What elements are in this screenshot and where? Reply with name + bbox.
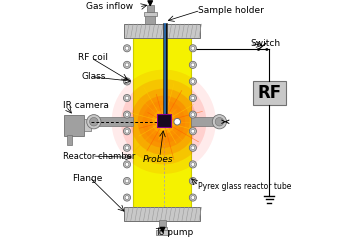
Circle shape xyxy=(125,96,129,100)
Circle shape xyxy=(191,63,195,67)
Circle shape xyxy=(87,115,101,129)
Circle shape xyxy=(155,114,172,130)
Circle shape xyxy=(159,117,168,126)
Circle shape xyxy=(189,144,196,151)
Circle shape xyxy=(123,161,131,168)
Circle shape xyxy=(123,61,131,68)
Circle shape xyxy=(90,118,98,126)
Circle shape xyxy=(125,179,129,183)
Bar xyxy=(191,117,219,126)
Circle shape xyxy=(191,146,195,150)
Text: Flange: Flange xyxy=(73,174,103,183)
Circle shape xyxy=(191,46,195,50)
Text: Probes: Probes xyxy=(143,155,173,164)
Circle shape xyxy=(189,45,196,52)
Circle shape xyxy=(189,177,196,185)
Circle shape xyxy=(138,96,190,148)
Bar xyxy=(156,230,169,234)
Bar xyxy=(133,34,191,211)
Circle shape xyxy=(191,179,195,183)
Circle shape xyxy=(189,128,196,135)
Circle shape xyxy=(191,196,195,200)
Bar xyxy=(163,23,167,114)
Circle shape xyxy=(266,48,268,51)
Bar xyxy=(158,227,167,231)
Circle shape xyxy=(123,144,131,151)
Circle shape xyxy=(125,46,129,50)
Circle shape xyxy=(147,105,180,138)
Circle shape xyxy=(123,128,131,135)
Circle shape xyxy=(125,196,129,200)
Circle shape xyxy=(125,146,129,150)
Circle shape xyxy=(125,80,129,83)
Circle shape xyxy=(189,94,196,102)
Text: IR camera: IR camera xyxy=(63,101,109,110)
Circle shape xyxy=(125,163,129,166)
Circle shape xyxy=(111,70,216,174)
Circle shape xyxy=(191,163,195,166)
Circle shape xyxy=(125,113,129,117)
Text: Sample holder: Sample holder xyxy=(198,6,264,15)
Circle shape xyxy=(215,118,224,126)
Circle shape xyxy=(125,63,129,67)
Circle shape xyxy=(189,78,196,85)
Bar xyxy=(146,15,155,24)
Circle shape xyxy=(123,177,131,185)
Text: Gas inflow: Gas inflow xyxy=(86,2,133,11)
Circle shape xyxy=(189,194,196,201)
Bar xyxy=(124,24,200,38)
Bar xyxy=(84,119,91,131)
Circle shape xyxy=(123,45,131,52)
Bar xyxy=(124,207,200,221)
Text: Glass: Glass xyxy=(82,72,106,81)
Circle shape xyxy=(189,161,196,168)
Circle shape xyxy=(189,111,196,118)
Circle shape xyxy=(191,129,195,133)
Circle shape xyxy=(131,89,197,155)
Bar xyxy=(94,117,133,126)
Circle shape xyxy=(121,79,207,164)
Text: RF coil: RF coil xyxy=(78,53,109,62)
Text: To pump: To pump xyxy=(155,228,193,237)
Text: Pyrex glass reactor tube: Pyrex glass reactor tube xyxy=(198,182,291,191)
Circle shape xyxy=(191,96,195,100)
Circle shape xyxy=(123,94,131,102)
Circle shape xyxy=(191,80,195,83)
Circle shape xyxy=(191,113,195,117)
Bar xyxy=(157,114,171,127)
Bar xyxy=(164,23,166,114)
Circle shape xyxy=(189,61,196,68)
Circle shape xyxy=(212,115,227,129)
Circle shape xyxy=(142,100,185,143)
Circle shape xyxy=(123,78,131,85)
Circle shape xyxy=(174,118,180,125)
Bar xyxy=(66,136,72,145)
Circle shape xyxy=(152,110,176,134)
Bar xyxy=(147,5,154,12)
Bar xyxy=(64,115,84,136)
Circle shape xyxy=(123,194,131,201)
Text: Switch: Switch xyxy=(250,39,280,48)
Bar xyxy=(253,81,286,105)
Text: RF: RF xyxy=(257,84,281,102)
Text: Reactor chamber: Reactor chamber xyxy=(63,152,135,161)
Circle shape xyxy=(123,111,131,118)
Circle shape xyxy=(257,48,260,51)
Circle shape xyxy=(125,129,129,133)
Bar xyxy=(144,11,156,16)
Bar xyxy=(159,220,166,228)
